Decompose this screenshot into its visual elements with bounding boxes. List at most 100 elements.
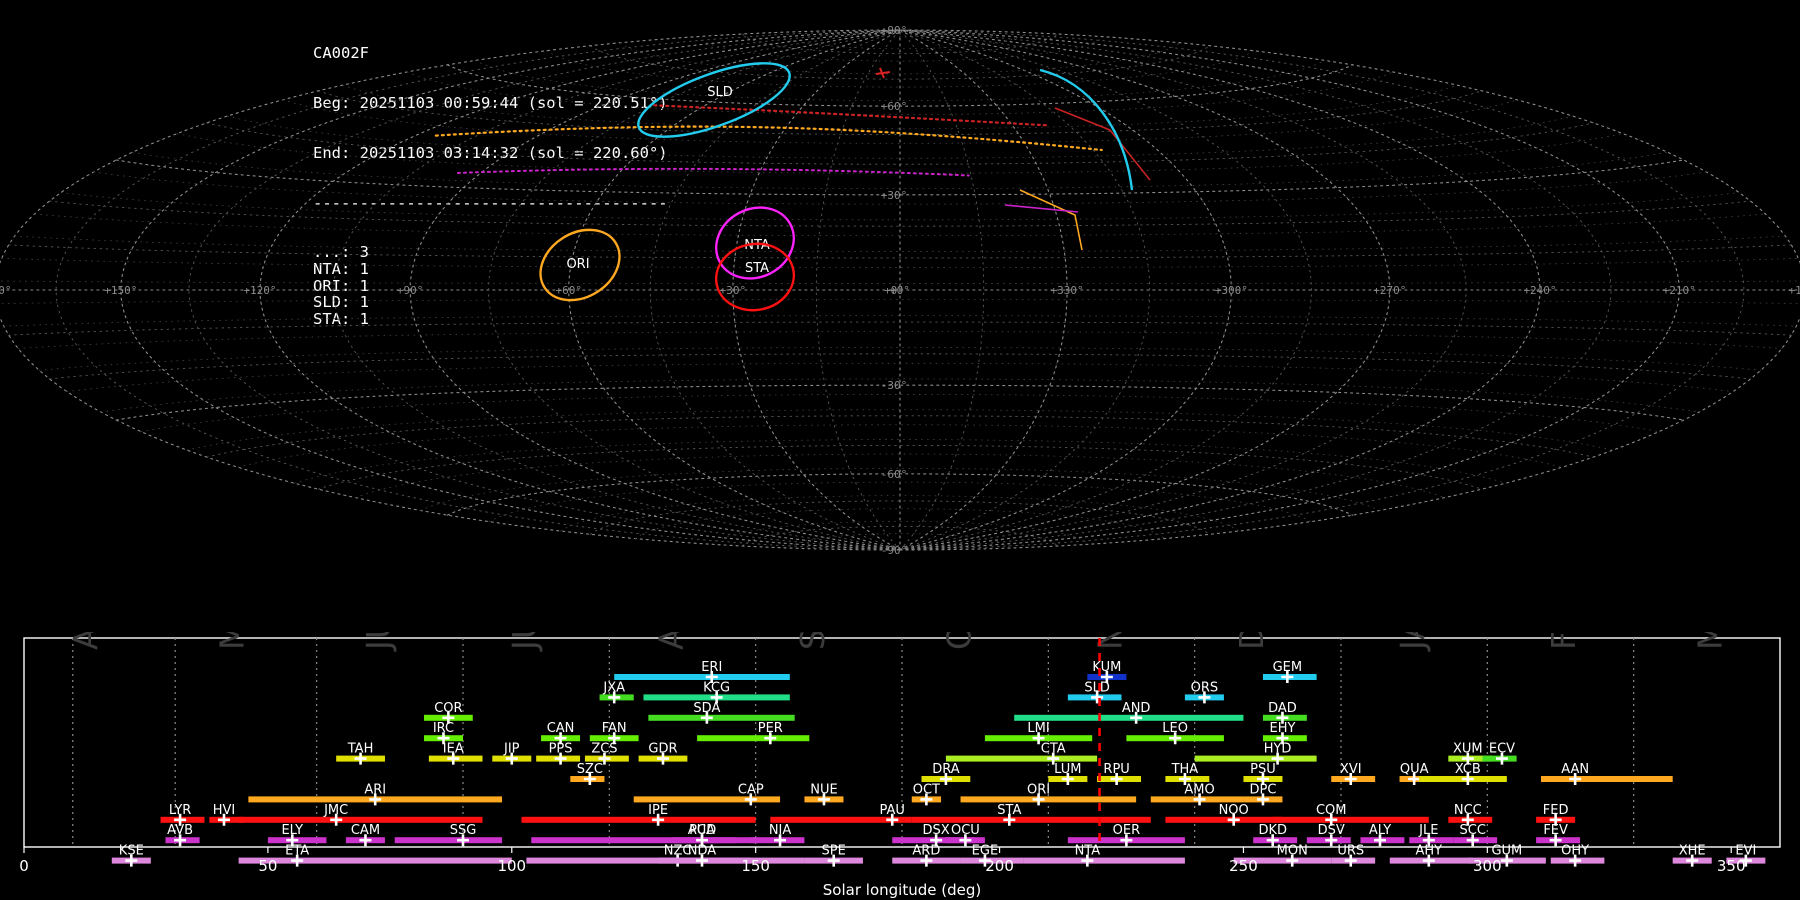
- shower-bar-label: NZC: [664, 844, 692, 859]
- shower-bar[interactable]: [960, 796, 1137, 803]
- shower-peak-marker: [1276, 711, 1289, 724]
- shower-bar-label: AND: [1122, 701, 1151, 716]
- dec-tick-label: +0°: [884, 284, 904, 297]
- shower-bar-label: XCB: [1455, 762, 1481, 777]
- x-tick-label: 50: [258, 857, 277, 875]
- radiant-label-ORI: ORI: [566, 257, 589, 272]
- shower-peak-marker: [656, 752, 669, 765]
- shower-count-item: STA: 1: [313, 309, 369, 328]
- month-label: MAY: [213, 632, 252, 650]
- shower-bar-label: JIP: [503, 742, 520, 757]
- dec-tick-label: +30°: [881, 189, 908, 202]
- divider-rule: --------------------------------------: [313, 193, 668, 212]
- shower-bar-label: URS: [1337, 844, 1364, 859]
- shower-bar-label: TAH: [347, 742, 374, 757]
- shower-bar[interactable]: [1233, 857, 1332, 864]
- shower-bar-label: KUM: [1092, 660, 1121, 675]
- month-labels: APR MAY JUN JUL AUG SEP OCT NOV DEC JAN FEB MAR: [66, 632, 1729, 652]
- radiant-ellipse-ORI: [539, 228, 621, 302]
- month-label: JUL: [505, 632, 544, 652]
- shower-bar-label: AHY: [1415, 844, 1442, 859]
- shower-peak-marker: [1281, 671, 1294, 683]
- shower-peak-marker: [598, 752, 611, 765]
- shower-bar[interactable]: [394, 837, 503, 844]
- shower-bar[interactable]: [648, 714, 795, 721]
- shower-bar-label: FEV: [1543, 823, 1568, 838]
- ra-tick-label: +210°: [1663, 284, 1696, 297]
- shower-bar[interactable]: [770, 816, 912, 823]
- shower-bar-label: XVI: [1340, 762, 1362, 777]
- shower-peak-marker: [1032, 793, 1045, 806]
- shower-bar[interactable]: [1165, 816, 1283, 823]
- shower-bar[interactable]: [521, 816, 756, 823]
- shower-bar-label: ORS: [1191, 680, 1219, 695]
- shower-bar[interactable]: [960, 857, 1024, 864]
- meteor-marker-SLD: [875, 67, 891, 79]
- shower-bar-label: DKD: [1258, 823, 1287, 838]
- shower-bar-label: OCT: [913, 782, 940, 797]
- shower-bar[interactable]: [531, 837, 756, 844]
- shower-bar[interactable]: [1194, 755, 1317, 762]
- shower-bar-label: ZCS: [591, 742, 617, 757]
- shower-bar[interactable]: [614, 674, 790, 680]
- shower-peak-marker: [1003, 813, 1016, 826]
- shower-bar-label: NTA: [1075, 844, 1101, 859]
- shower-bar-label: OHY: [1561, 844, 1589, 859]
- shower-bar-label: KSE: [119, 844, 144, 859]
- shower-bar-label: LEO: [1162, 721, 1188, 736]
- shower-bar[interactable]: [238, 857, 512, 864]
- session-id: CA002F: [313, 44, 369, 63]
- shower-peak-marker: [1569, 854, 1582, 867]
- shower-peak-marker: [920, 793, 933, 806]
- shower-peak-marker: [369, 793, 382, 806]
- shower-peak-marker: [920, 854, 933, 867]
- shower-bar-label: STA: [997, 803, 1021, 818]
- shower-bar[interactable]: [1014, 714, 1244, 721]
- shower-peak-marker: [505, 752, 518, 765]
- month-label: OCT: [939, 632, 978, 650]
- shower-bar[interactable]: [1023, 857, 1185, 864]
- shower-bar-label: OER: [1113, 823, 1140, 838]
- shower-bar[interactable]: [945, 755, 1098, 762]
- shower-bar-label: SZC: [577, 762, 603, 777]
- shower-peak-marker: [1047, 752, 1060, 765]
- shower-bar[interactable]: [697, 735, 810, 742]
- shower-bar-label: EGE: [972, 844, 999, 859]
- shower-peak-marker: [1549, 834, 1562, 847]
- shower-bar-label: SSG: [450, 823, 477, 838]
- shower-bar-label: AAN: [1561, 762, 1589, 777]
- shower-bar-label: KCG: [703, 680, 730, 695]
- shower-bar-label: SCC: [1459, 823, 1485, 838]
- shower-peak-marker: [291, 854, 304, 867]
- shower-peak-marker: [1569, 773, 1582, 785]
- shower-peak-marker: [696, 834, 709, 847]
- shower-bar-label: AMO: [1184, 782, 1214, 797]
- shower-bar-label: ETA: [285, 844, 309, 859]
- shower-bar-label: GDR: [648, 742, 677, 757]
- shower-bar-label: ALY: [1369, 823, 1391, 838]
- shower-peak-marker: [1120, 834, 1133, 847]
- x-tick-label: 300: [1473, 857, 1502, 875]
- shower-bar-label: CAM: [351, 823, 380, 838]
- shower-peak-marker: [696, 854, 709, 867]
- shower-bar[interactable]: [911, 816, 1151, 823]
- shower-bar[interactable]: [633, 796, 781, 803]
- shower-bar-label: PAU: [880, 803, 905, 818]
- shower-peak-marker: [447, 752, 460, 765]
- shower-peak-marker: [1276, 732, 1289, 745]
- radiant-ellipse-SLD: [637, 62, 791, 138]
- shower-peak-marker: [1325, 834, 1338, 847]
- ra-tick-label: +0°: [890, 284, 910, 297]
- shower-bar[interactable]: [1272, 816, 1429, 823]
- shower-bar-label: DSV: [1318, 823, 1345, 838]
- shower-bar[interactable]: [1540, 776, 1673, 782]
- shower-bar-label: SPE: [822, 844, 846, 859]
- shower-bar[interactable]: [238, 816, 483, 823]
- shower-bar-label: EHY: [1269, 721, 1295, 736]
- shower-bar-label: JLE: [1418, 823, 1438, 838]
- shower-bar-label: ARD: [912, 844, 940, 859]
- shower-bar-label: IPE: [648, 803, 668, 818]
- shower-bar-label: LYR: [169, 803, 192, 818]
- shower-bar-label: NUE: [810, 782, 837, 797]
